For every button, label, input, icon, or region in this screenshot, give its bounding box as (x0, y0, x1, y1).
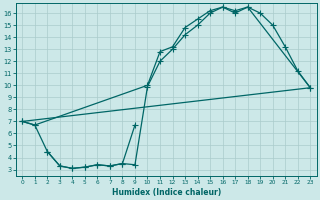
X-axis label: Humidex (Indice chaleur): Humidex (Indice chaleur) (112, 188, 221, 197)
